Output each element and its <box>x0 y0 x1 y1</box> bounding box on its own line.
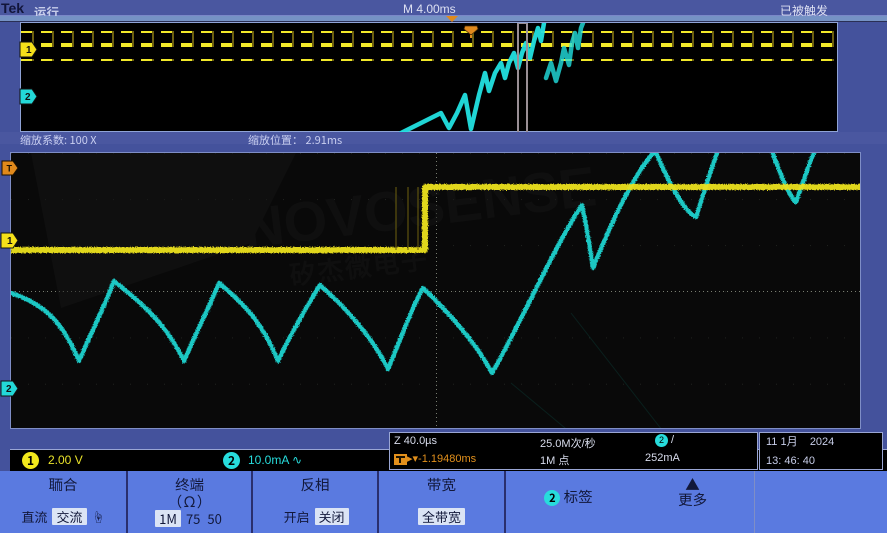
svg-text:1: 1 <box>7 236 13 247</box>
svg-text:T: T <box>7 164 13 174</box>
svg-text:2: 2 <box>6 384 12 395</box>
svg-text:1: 1 <box>26 45 32 56</box>
svg-text:2: 2 <box>25 92 31 103</box>
